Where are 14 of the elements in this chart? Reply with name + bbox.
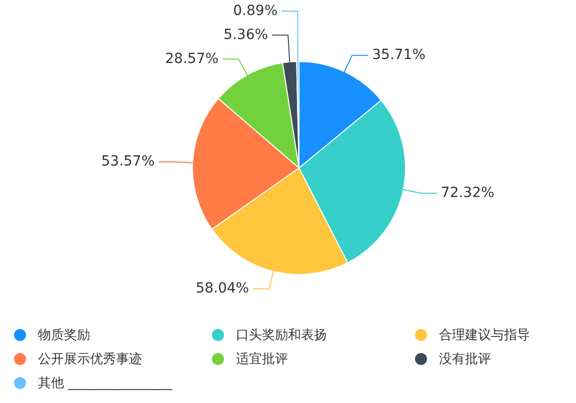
legend-label: 适宜批评 bbox=[236, 351, 288, 368]
data-label: 0.89% bbox=[233, 2, 278, 19]
legend-label: 公开展示优秀事迹 bbox=[38, 351, 142, 368]
legend-label: 没有批评 bbox=[439, 351, 491, 368]
data-label: 72.32% bbox=[440, 184, 494, 201]
data-label: 35.71% bbox=[372, 47, 426, 64]
data-label: 28.57% bbox=[165, 50, 219, 67]
data-label: 58.04% bbox=[196, 280, 250, 296]
data-label: 53.57% bbox=[101, 153, 155, 170]
legend-label: 其他 ________________ bbox=[38, 375, 172, 392]
data-label: 5.36% bbox=[224, 26, 268, 43]
legend-label: 合理建议与指导 bbox=[439, 327, 530, 344]
legend-label: 口头奖励和表扬 bbox=[236, 327, 327, 344]
legend-label: 物质奖励 bbox=[38, 327, 90, 344]
